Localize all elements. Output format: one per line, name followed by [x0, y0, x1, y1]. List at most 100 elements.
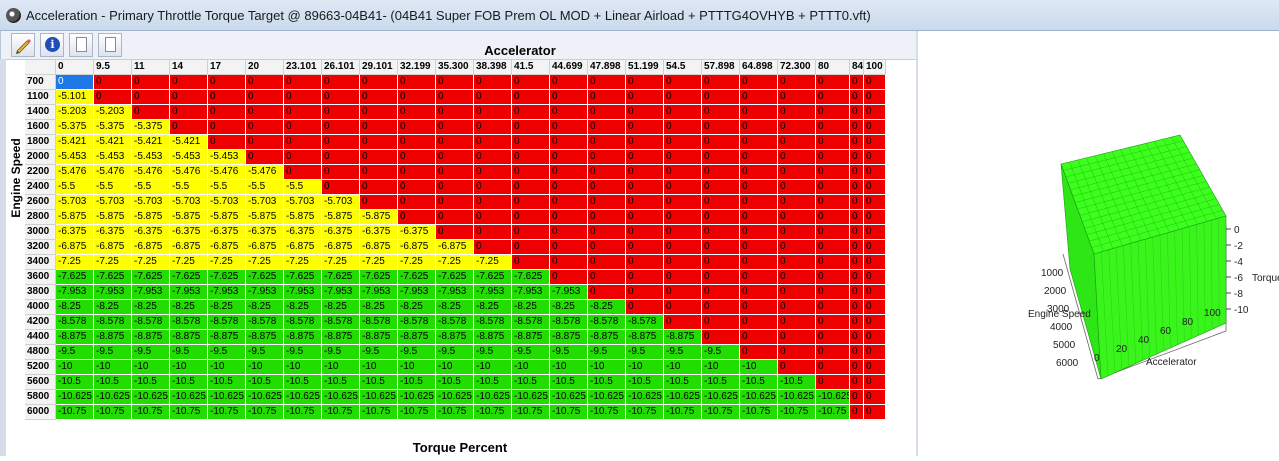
- table-cell[interactable]: 0: [322, 90, 360, 105]
- table-cell[interactable]: -10.625: [816, 390, 850, 405]
- table-cell[interactable]: 0: [626, 165, 664, 180]
- table-cell[interactable]: -10: [56, 360, 94, 375]
- row-header[interactable]: 3800: [25, 285, 56, 300]
- table-cell[interactable]: -10.75: [208, 405, 246, 420]
- row-header[interactable]: 4200: [25, 315, 56, 330]
- table-cell[interactable]: -6.875: [246, 240, 284, 255]
- table-cell[interactable]: -5.476: [56, 165, 94, 180]
- table-cell[interactable]: -9.5: [56, 345, 94, 360]
- table-cell[interactable]: 0: [740, 270, 778, 285]
- table-cell[interactable]: 0: [284, 75, 322, 90]
- table-cell[interactable]: -6.375: [132, 225, 170, 240]
- table-cell[interactable]: -10.75: [816, 405, 850, 420]
- table-cell[interactable]: 0: [398, 105, 436, 120]
- table-cell[interactable]: -10.625: [56, 390, 94, 405]
- table-cell[interactable]: 0: [246, 150, 284, 165]
- table-cell[interactable]: -10.5: [246, 375, 284, 390]
- table-cell[interactable]: 0: [588, 165, 626, 180]
- table-cell[interactable]: 0: [816, 330, 850, 345]
- table-cell[interactable]: 0: [588, 270, 626, 285]
- table-cell[interactable]: -8.25: [360, 300, 398, 315]
- table-cell[interactable]: 0: [588, 225, 626, 240]
- table-cell[interactable]: 0: [664, 195, 702, 210]
- row-header[interactable]: 2600: [25, 195, 56, 210]
- table-cell[interactable]: -5.703: [94, 195, 132, 210]
- table-cell[interactable]: 0: [864, 150, 886, 165]
- table-cell[interactable]: 0: [436, 180, 474, 195]
- table-cell[interactable]: 0: [816, 180, 850, 195]
- table-cell[interactable]: -8.25: [132, 300, 170, 315]
- row-header[interactable]: 6000: [25, 405, 56, 420]
- column-header[interactable]: 47.898: [588, 60, 626, 75]
- table-cell[interactable]: 0: [170, 105, 208, 120]
- table-cell[interactable]: 0: [740, 210, 778, 225]
- column-header[interactable]: 29.101: [360, 60, 398, 75]
- table-cell[interactable]: 0: [864, 120, 886, 135]
- table-cell[interactable]: -6.875: [56, 240, 94, 255]
- table-cell[interactable]: 0: [588, 285, 626, 300]
- table-cell[interactable]: 0: [626, 300, 664, 315]
- table-cell[interactable]: 0: [284, 150, 322, 165]
- table-cell[interactable]: -8.25: [208, 300, 246, 315]
- table-cell[interactable]: 0: [436, 165, 474, 180]
- column-header[interactable]: 26.101: [322, 60, 360, 75]
- table-cell[interactable]: -10.5: [664, 375, 702, 390]
- table-cell[interactable]: -10.5: [512, 375, 550, 390]
- table-cell[interactable]: 0: [850, 75, 864, 90]
- table-cell[interactable]: -8.25: [550, 300, 588, 315]
- table-cell[interactable]: -8.875: [360, 330, 398, 345]
- table-cell[interactable]: 0: [702, 210, 740, 225]
- table-cell[interactable]: -8.578: [170, 315, 208, 330]
- table-cell[interactable]: 0: [864, 210, 886, 225]
- table-cell[interactable]: 0: [702, 285, 740, 300]
- table-cell[interactable]: 0: [816, 375, 850, 390]
- table-cell[interactable]: 0: [512, 195, 550, 210]
- table-cell[interactable]: -8.875: [322, 330, 360, 345]
- table-cell[interactable]: 0: [864, 135, 886, 150]
- table-cell[interactable]: 0: [778, 180, 816, 195]
- table-cell[interactable]: -10.5: [550, 375, 588, 390]
- table-cell[interactable]: -5.101: [56, 90, 94, 105]
- table-cell[interactable]: 0: [778, 285, 816, 300]
- table-cell[interactable]: 0: [864, 195, 886, 210]
- table-cell[interactable]: -6.875: [322, 240, 360, 255]
- table-cell[interactable]: 0: [702, 330, 740, 345]
- table-cell[interactable]: -6.375: [56, 225, 94, 240]
- table-cell[interactable]: 0: [398, 150, 436, 165]
- table-cell[interactable]: -6.375: [170, 225, 208, 240]
- table-cell[interactable]: -10.75: [702, 405, 740, 420]
- table-cell[interactable]: 0: [864, 240, 886, 255]
- table-cell[interactable]: 0: [702, 300, 740, 315]
- table-cell[interactable]: 0: [816, 105, 850, 120]
- table-cell[interactable]: 0: [626, 240, 664, 255]
- table-cell[interactable]: -7.25: [170, 255, 208, 270]
- table-cell[interactable]: 0: [588, 90, 626, 105]
- table-cell[interactable]: 0: [322, 75, 360, 90]
- table-cell[interactable]: -7.25: [132, 255, 170, 270]
- table-cell[interactable]: 0: [702, 240, 740, 255]
- table-cell[interactable]: -7.25: [474, 255, 512, 270]
- table-cell[interactable]: -5.875: [132, 210, 170, 225]
- table-cell[interactable]: -5.453: [132, 150, 170, 165]
- table-cell[interactable]: 0: [740, 240, 778, 255]
- table-cell[interactable]: 0: [626, 105, 664, 120]
- table-cell[interactable]: 0: [778, 255, 816, 270]
- table-cell[interactable]: -5.5: [56, 180, 94, 195]
- column-header[interactable]: 14: [170, 60, 208, 75]
- table-cell[interactable]: -9.5: [360, 345, 398, 360]
- table-cell[interactable]: 0: [512, 135, 550, 150]
- table-cell[interactable]: 0: [360, 75, 398, 90]
- table-cell[interactable]: 0: [740, 255, 778, 270]
- table-cell[interactable]: -10: [94, 360, 132, 375]
- table-cell[interactable]: 0: [664, 315, 702, 330]
- table-cell[interactable]: 0: [322, 180, 360, 195]
- table-cell[interactable]: -9.5: [550, 345, 588, 360]
- table-cell[interactable]: 0: [864, 300, 886, 315]
- table-cell[interactable]: 0: [702, 225, 740, 240]
- table-cell[interactable]: 0: [398, 120, 436, 135]
- table-cell[interactable]: 0: [816, 285, 850, 300]
- table-cell[interactable]: 0: [816, 135, 850, 150]
- table-cell[interactable]: 0: [322, 135, 360, 150]
- table-cell[interactable]: -10.75: [322, 405, 360, 420]
